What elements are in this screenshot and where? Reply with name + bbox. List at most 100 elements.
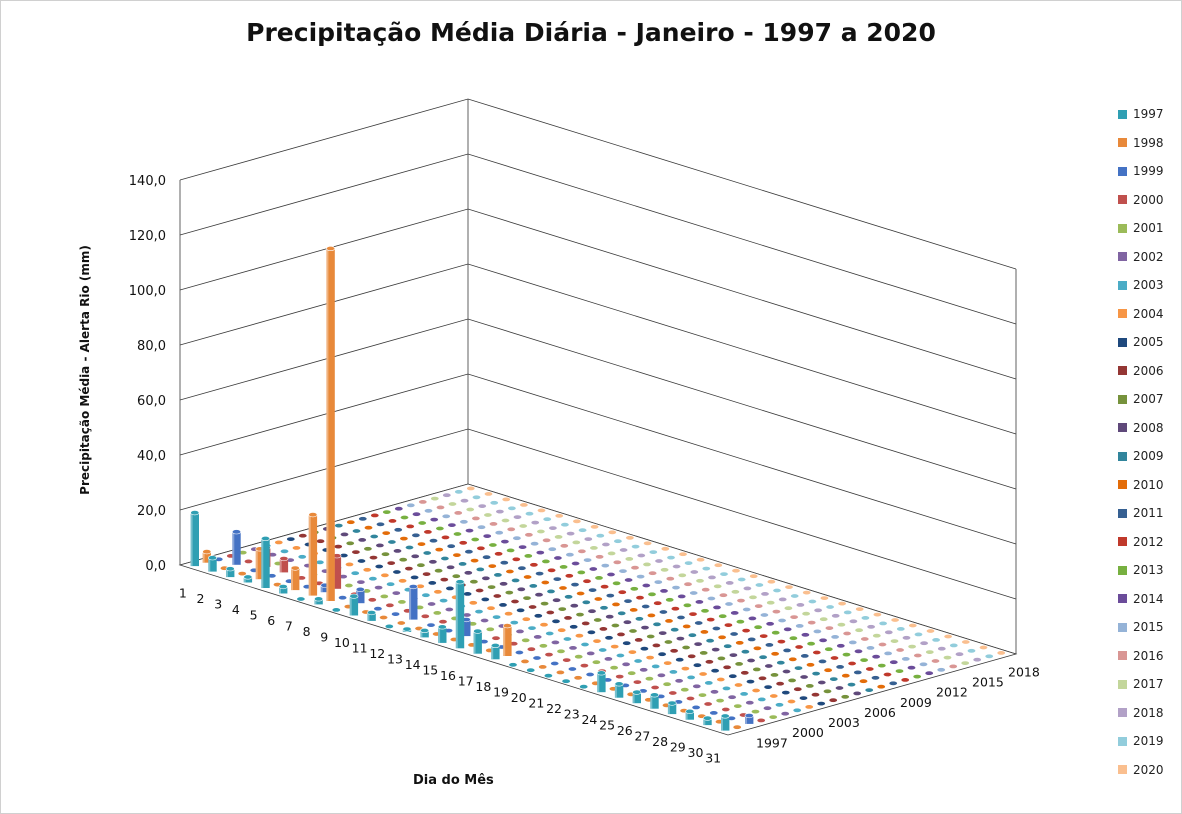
bar-cap bbox=[709, 710, 719, 716]
bar-cap bbox=[439, 577, 449, 583]
bar bbox=[706, 595, 716, 601]
bar-cap bbox=[358, 516, 368, 522]
bar bbox=[527, 625, 537, 631]
bar-cap bbox=[384, 623, 394, 629]
bar-cap bbox=[730, 610, 740, 616]
legend-swatch bbox=[1118, 594, 1127, 604]
y-tick-label: 120,0 bbox=[129, 229, 166, 244]
bar-body bbox=[438, 626, 447, 643]
bar-cap bbox=[684, 560, 694, 566]
legend-label: 2014 bbox=[1133, 591, 1164, 606]
bar-cap bbox=[426, 622, 436, 628]
bar-cap bbox=[788, 635, 798, 641]
bar bbox=[811, 671, 821, 677]
bar bbox=[731, 568, 741, 574]
bar bbox=[524, 511, 534, 517]
bar bbox=[463, 591, 473, 597]
bar-cap bbox=[676, 614, 686, 620]
bar-cap bbox=[535, 550, 545, 556]
bar bbox=[550, 639, 560, 645]
bar bbox=[520, 658, 530, 664]
legend-item: 2014 bbox=[1118, 585, 1178, 614]
bar-cap bbox=[279, 556, 289, 562]
bar bbox=[464, 549, 474, 555]
bar bbox=[853, 669, 863, 675]
bar-cap bbox=[654, 558, 664, 564]
bar bbox=[483, 491, 493, 497]
bar-cap bbox=[382, 509, 392, 515]
bar bbox=[872, 633, 882, 639]
bar bbox=[636, 574, 646, 580]
bar bbox=[733, 682, 743, 688]
bar-cap bbox=[491, 635, 501, 641]
bar-cap bbox=[872, 633, 882, 639]
bar bbox=[446, 543, 456, 549]
bar bbox=[314, 596, 324, 605]
bar-cap bbox=[682, 602, 692, 608]
bar-cap bbox=[534, 592, 544, 598]
bar-cap bbox=[593, 596, 603, 602]
bar bbox=[363, 525, 373, 531]
bar-cap bbox=[687, 653, 697, 659]
bar bbox=[692, 662, 702, 668]
bar bbox=[624, 577, 634, 583]
bar bbox=[703, 701, 713, 707]
x-tick-label: 20 bbox=[511, 690, 527, 705]
bar-cap bbox=[660, 567, 670, 573]
bar bbox=[901, 656, 911, 662]
bar-cap bbox=[453, 510, 463, 516]
bar bbox=[864, 687, 874, 693]
bar bbox=[824, 625, 834, 631]
bar-cap bbox=[554, 513, 564, 519]
bar bbox=[396, 620, 406, 626]
bar-cap bbox=[759, 633, 769, 639]
bar-cap bbox=[734, 661, 744, 667]
legend-label: 2000 bbox=[1133, 192, 1164, 207]
bar bbox=[420, 627, 430, 638]
bar-cap bbox=[351, 549, 361, 555]
bar bbox=[476, 545, 486, 551]
bar bbox=[444, 606, 454, 612]
bar-cap bbox=[706, 595, 716, 601]
bar-cap bbox=[706, 617, 716, 623]
bar-cap bbox=[374, 563, 384, 569]
bar-cap bbox=[723, 643, 733, 649]
bar-cap bbox=[502, 623, 512, 629]
bar-cap bbox=[511, 577, 521, 583]
bar-highlight bbox=[721, 716, 723, 731]
bar-cap bbox=[890, 617, 900, 623]
bar-cap bbox=[889, 659, 899, 665]
bar-cap bbox=[483, 512, 493, 518]
bar-cap bbox=[721, 706, 731, 712]
legend-swatch bbox=[1118, 451, 1127, 461]
bar bbox=[452, 552, 462, 558]
bar bbox=[710, 668, 720, 674]
bar bbox=[399, 514, 409, 520]
bar-body bbox=[255, 548, 265, 580]
bar-cap bbox=[298, 533, 308, 539]
legend-label: 2018 bbox=[1133, 705, 1164, 720]
bar bbox=[440, 555, 450, 561]
bar bbox=[488, 542, 498, 548]
bar-cap bbox=[622, 640, 632, 646]
bar-cap bbox=[615, 652, 625, 658]
bar-cap bbox=[279, 548, 289, 554]
bar bbox=[486, 605, 496, 611]
bar-cap bbox=[568, 645, 578, 651]
bar bbox=[745, 700, 755, 706]
y-tick-label: 20,0 bbox=[137, 504, 166, 519]
bar bbox=[492, 593, 502, 599]
bar bbox=[840, 694, 850, 700]
bar-highlight bbox=[438, 626, 441, 643]
bar-cap bbox=[680, 666, 690, 672]
bar bbox=[943, 633, 953, 639]
bar-cap bbox=[930, 658, 940, 664]
bar bbox=[367, 597, 377, 603]
bar-cap bbox=[725, 580, 735, 586]
bar bbox=[640, 625, 650, 631]
bar-cap bbox=[824, 646, 834, 652]
bar-cap bbox=[692, 683, 702, 689]
bar bbox=[942, 655, 952, 661]
bar-cap bbox=[711, 647, 721, 653]
bar bbox=[499, 560, 509, 566]
